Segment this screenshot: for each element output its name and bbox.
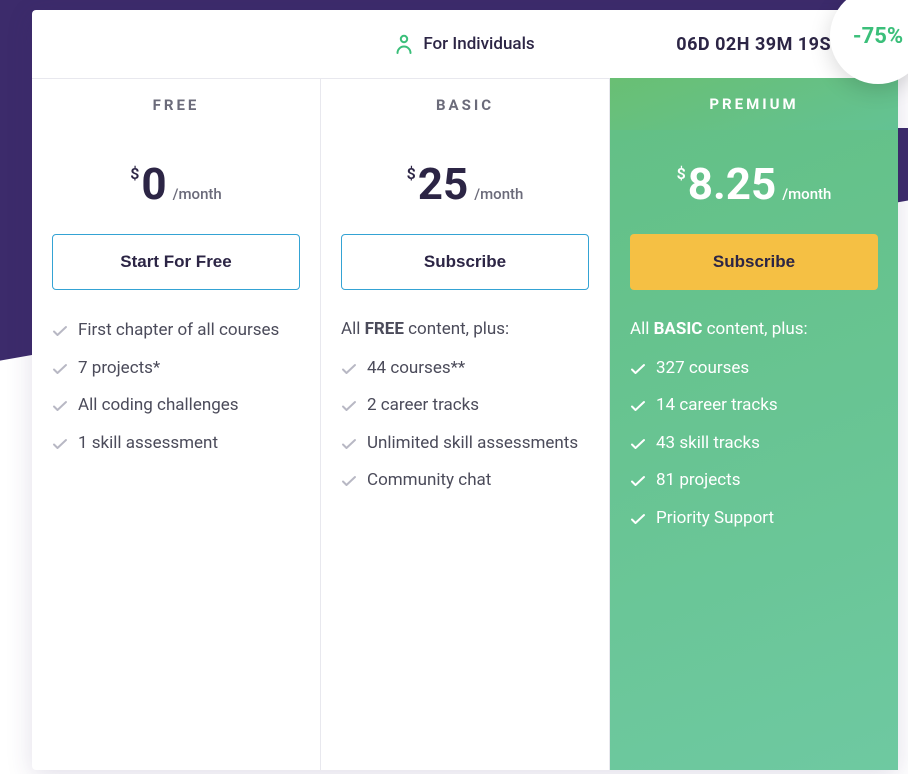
check-icon <box>52 397 68 413</box>
check-icon <box>52 322 68 338</box>
intro-pre: All <box>341 319 365 339</box>
check-icon <box>630 510 646 526</box>
check-icon <box>341 435 357 451</box>
check-icon <box>630 360 646 376</box>
feature-text: 44 courses** <box>367 358 465 378</box>
feature-list-basic: 44 courses** 2 career tracks Unlimited s… <box>341 356 589 494</box>
list-item: 7 projects* <box>52 356 300 382</box>
price-value: 25 <box>418 162 469 206</box>
list-item: All coding challenges <box>52 393 300 419</box>
subscribe-premium-label: Subscribe <box>713 252 795 271</box>
list-item: 14 career tracks <box>630 393 878 419</box>
feature-text: 14 career tracks <box>656 395 778 415</box>
feature-text: 327 courses <box>656 358 749 378</box>
list-item: Priority Support <box>630 506 878 532</box>
feature-text: 7 projects* <box>78 358 160 378</box>
start-free-button[interactable]: Start For Free <box>52 234 300 290</box>
check-icon <box>341 360 357 376</box>
start-free-label: Start For Free <box>120 252 231 271</box>
list-item: Unlimited skill assessments <box>341 431 589 457</box>
subscribe-premium-button[interactable]: Subscribe <box>630 234 878 290</box>
feature-text: Priority Support <box>656 508 774 528</box>
price-value: 0 <box>141 162 166 206</box>
price-period: /month <box>782 185 831 203</box>
intro-pre: All <box>630 319 654 339</box>
plan-title-premium: PREMIUM <box>610 78 898 130</box>
feature-text: Community chat <box>367 470 491 490</box>
check-icon <box>630 435 646 451</box>
plan-column-basic: $ 25 /month Subscribe All FREE content, … <box>321 130 610 770</box>
intro-strong: BASIC <box>654 319 703 339</box>
feature-text: Unlimited skill assessments <box>367 433 578 453</box>
feature-text: 81 projects <box>656 470 740 490</box>
plan-title-free-text: FREE <box>153 96 200 114</box>
feature-list-free: First chapter of all courses 7 projects*… <box>52 318 300 456</box>
list-item: 327 courses <box>630 356 878 382</box>
page-root: -75% For Individuals 06D 02H 39M 19S FRE… <box>0 0 908 774</box>
intro-post: content, plus: <box>702 319 807 339</box>
list-item: 1 skill assessment <box>52 431 300 457</box>
feature-text: 2 career tracks <box>367 395 479 415</box>
audience-label: For Individuals <box>423 34 534 54</box>
discount-text: -75% <box>853 24 903 49</box>
currency-symbol: $ <box>677 164 686 183</box>
price-free: $ 0 /month <box>52 162 300 206</box>
check-icon <box>52 435 68 451</box>
intro-line-basic: All FREE content, plus: <box>341 318 589 342</box>
price-period: /month <box>474 185 523 203</box>
price-basic: $ 25 /month <box>341 162 589 206</box>
check-icon <box>630 397 646 413</box>
check-icon <box>341 397 357 413</box>
intro-post: content, plus: <box>404 319 509 339</box>
header-spacer-left <box>32 10 321 78</box>
countdown-text: 06D 02H 39M 19S <box>676 34 831 55</box>
plan-title-free: FREE <box>32 78 321 130</box>
subscribe-basic-label: Subscribe <box>424 252 506 271</box>
feature-list-premium: 327 courses 14 career tracks 43 skill tr… <box>630 356 878 532</box>
list-item: First chapter of all courses <box>52 318 300 344</box>
feature-text: 1 skill assessment <box>78 433 218 453</box>
price-premium: $ 8.25 /month <box>630 162 878 206</box>
header-row: For Individuals 06D 02H 39M 19S <box>32 10 898 78</box>
currency-symbol: $ <box>407 164 416 183</box>
plan-body-row: $ 0 /month Start For Free First chapter … <box>32 130 898 770</box>
list-item: 2 career tracks <box>341 393 589 419</box>
plan-title-premium-text: PREMIUM <box>709 95 798 113</box>
person-icon <box>395 34 413 54</box>
currency-symbol: $ <box>130 164 139 183</box>
plan-column-free: $ 0 /month Start For Free First chapter … <box>32 130 321 770</box>
price-value: 8.25 <box>688 162 777 206</box>
list-item: Community chat <box>341 468 589 494</box>
intro-line-premium: All BASIC content, plus: <box>630 318 878 342</box>
intro-strong: FREE <box>365 319 404 339</box>
list-item: 43 skill tracks <box>630 431 878 457</box>
audience-tab[interactable]: For Individuals <box>321 10 610 78</box>
check-icon <box>630 472 646 488</box>
plan-title-basic-text: BASIC <box>436 96 494 114</box>
check-icon <box>52 360 68 376</box>
feature-text: First chapter of all courses <box>78 320 279 340</box>
list-item: 81 projects <box>630 468 878 494</box>
pricing-card: -75% For Individuals 06D 02H 39M 19S FRE… <box>32 10 898 770</box>
check-icon <box>341 472 357 488</box>
price-period: /month <box>173 185 222 203</box>
plan-title-basic: BASIC <box>321 78 610 130</box>
plan-titles-row: FREE BASIC PREMIUM <box>32 78 898 130</box>
feature-text: 43 skill tracks <box>656 433 760 453</box>
feature-text: All coding challenges <box>78 395 239 415</box>
plan-column-premium: $ 8.25 /month Subscribe All BASIC conten… <box>610 130 898 770</box>
list-item: 44 courses** <box>341 356 589 382</box>
subscribe-basic-button[interactable]: Subscribe <box>341 234 589 290</box>
